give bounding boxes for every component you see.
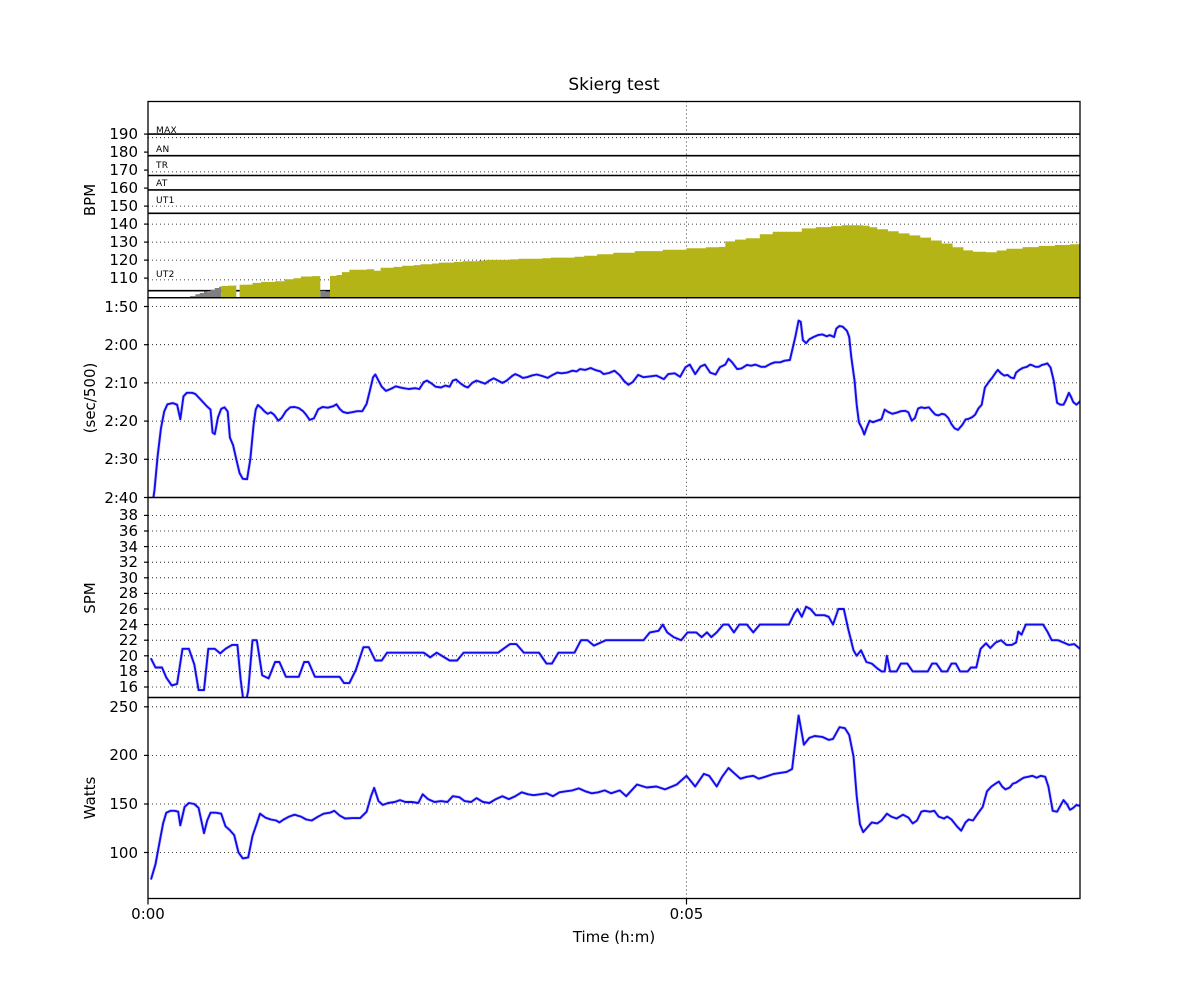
bpm-tick-140: 140	[109, 215, 138, 234]
watts-tick-200: 200	[109, 746, 138, 765]
spm-tick-28: 28	[118, 584, 138, 603]
x-tick-0-05: 0:05	[669, 905, 704, 923]
bpm-tick-160: 160	[109, 179, 138, 198]
zone-label-at: AT	[156, 179, 168, 189]
zone-label-max: MAX	[156, 126, 177, 136]
spm-tick-18: 18	[118, 662, 138, 681]
heart-rate-area	[190, 286, 222, 298]
bpm-tick-180: 180	[109, 143, 138, 162]
pace-frame	[147, 297, 1081, 499]
heart-rate-area	[320, 290, 330, 298]
pace-panel	[144, 297, 1081, 499]
pace-tick-240: 2:40	[104, 488, 138, 507]
heart-rate-area	[221, 285, 237, 298]
heart-rate-area	[330, 225, 1080, 298]
watts-line	[150, 714, 1080, 880]
spm-line	[150, 605, 1080, 698]
bpm-tick-170: 170	[109, 161, 138, 180]
bpm-tick-190: 190	[109, 125, 138, 144]
pace-tick-210: 2:10	[104, 373, 138, 392]
bpm-axis-label: BPM	[81, 183, 99, 217]
pace-tick-220: 2:20	[104, 412, 138, 431]
spm-tick-16: 16	[118, 678, 138, 696]
watts-line-halo	[149, 713, 1080, 880]
pace-axis-label: (sec/500)	[81, 362, 99, 434]
pace-tick-200: 2:00	[104, 335, 138, 354]
watts-panel	[144, 696, 1081, 900]
spm-tick-36: 36	[118, 522, 138, 540]
bpm-tick-150: 150	[109, 197, 138, 216]
x-tick-0-00: 0:00	[131, 905, 165, 923]
bpm-tick-130: 130	[109, 233, 138, 252]
zone-label-an: AN	[156, 144, 170, 155]
x-axis-label: Time (h:m)	[572, 928, 656, 946]
spm-panel	[144, 496, 1081, 699]
spm-tick-30: 30	[118, 568, 138, 587]
page-title: Skierg test	[568, 75, 660, 95]
zone-label-ut1: UT1	[156, 195, 175, 206]
spm-tick-24: 24	[118, 615, 138, 634]
bpm-tick-110: 110	[109, 269, 138, 288]
spm-tick-26: 26	[118, 600, 138, 618]
zone-label-ut2: UT2	[156, 269, 175, 280]
heart-rate-area	[239, 276, 321, 298]
spm-tick-34: 34	[118, 537, 138, 556]
spm-axis-label: SPM	[81, 582, 99, 614]
spm-tick-38: 38	[118, 506, 138, 525]
pace-line	[152, 319, 1080, 498]
spm-tick-22: 22	[118, 631, 138, 650]
watts-frame	[147, 696, 1081, 900]
pace-tick-150: 1:50	[104, 297, 138, 316]
spm-tick-32: 32	[118, 553, 138, 572]
spm-line-halo	[149, 605, 1080, 698]
watts-tick-100: 100	[109, 843, 138, 862]
watts-tick-250: 250	[109, 697, 138, 716]
spm-tick-20: 20	[118, 646, 138, 665]
watts-tick-150: 150	[109, 795, 138, 813]
pace-tick-230: 2:30	[104, 450, 138, 469]
bpm-tick-120: 120	[109, 251, 138, 270]
zone-label-tr: TR	[156, 161, 169, 171]
bpm-panel	[144, 100, 1081, 299]
watts-axis-label: Watts	[81, 776, 99, 820]
